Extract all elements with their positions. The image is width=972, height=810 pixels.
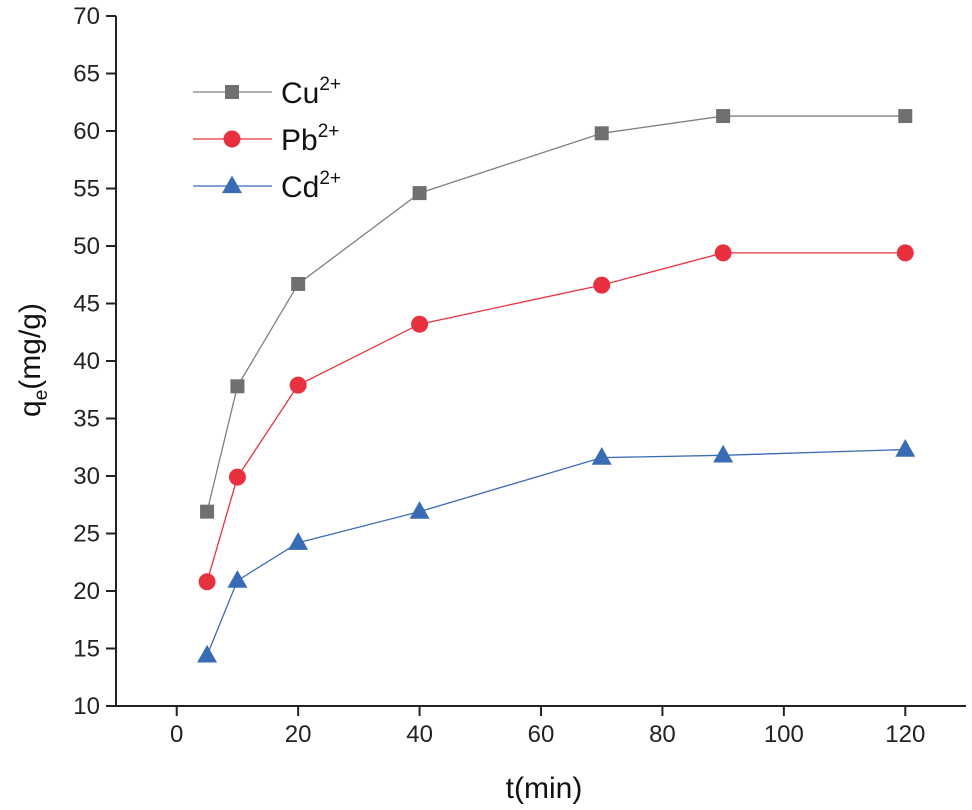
legend-item-cd: Cd2+ — [193, 168, 341, 204]
data-point — [713, 444, 734, 463]
data-point — [200, 504, 215, 519]
y-tick-label: 65 — [73, 61, 100, 88]
axes: 10 15 20 25 30 35 40 45 50 55 60 65 70 0 20 40 60 80 100 12… — [73, 3, 966, 748]
data-point — [409, 501, 430, 519]
data-point — [198, 573, 216, 591]
data-point — [714, 244, 732, 262]
y-axis-label-rest: (mg/g) — [14, 303, 47, 390]
legend-item-pb: Pb2+ — [193, 121, 339, 157]
y-tick-label: 30 — [73, 463, 100, 490]
series-pb — [198, 244, 914, 591]
y-tick-label: 10 — [73, 693, 100, 720]
legend-marker — [223, 130, 241, 148]
legend-marker — [225, 85, 239, 99]
x-tick-label: 120 — [885, 721, 925, 748]
data-point — [289, 376, 307, 394]
data-point — [288, 532, 309, 550]
x-tick-label: 80 — [649, 721, 676, 748]
y-tick-label: 70 — [73, 3, 100, 30]
series-layer — [197, 109, 916, 663]
legend-label-superscript: 2+ — [318, 121, 340, 142]
series-cu — [200, 109, 913, 519]
x-tick-label: 60 — [528, 721, 555, 748]
x-tick-label: 0 — [170, 721, 183, 748]
data-point — [896, 244, 914, 262]
data-point — [593, 276, 611, 294]
data-point — [227, 570, 248, 588]
series-line — [206, 252, 906, 582]
data-point — [291, 276, 306, 291]
data-point — [895, 439, 916, 457]
legend-label-name: Pb — [281, 124, 318, 157]
data-point — [228, 468, 246, 486]
data-point — [412, 186, 427, 201]
series-cd — [197, 439, 916, 663]
legend-label: Pb2+ — [281, 121, 339, 157]
y-axis-label-subscript: e — [31, 390, 52, 401]
data-point — [898, 109, 913, 124]
data-point — [230, 379, 245, 394]
y-tick-label: 60 — [73, 118, 100, 145]
y-axis-label-main: q — [14, 400, 47, 417]
y-tick-label: 15 — [73, 636, 100, 663]
data-point — [594, 126, 609, 141]
y-tick-label: 55 — [73, 176, 100, 203]
legend-label-superscript: 2+ — [319, 74, 341, 95]
y-axis-label: qe(mg/g) — [14, 303, 52, 417]
data-point — [197, 644, 218, 663]
y-tick-label: 35 — [73, 406, 100, 433]
data-point — [591, 447, 612, 465]
y-tick-label: 45 — [73, 291, 100, 318]
data-point — [411, 315, 429, 333]
legend-label: Cu2+ — [281, 74, 341, 110]
y-tick-label: 25 — [73, 521, 100, 548]
x-tick-label: 100 — [764, 721, 804, 748]
y-tick-label: 20 — [73, 578, 100, 605]
legend-label-name: Cu — [281, 77, 319, 110]
legend-item-cu: Cu2+ — [193, 74, 341, 110]
x-tick-label: 20 — [285, 721, 312, 748]
legend-label-superscript: 2+ — [319, 168, 341, 189]
data-point — [716, 109, 731, 124]
series-line — [206, 448, 906, 656]
legend: Cu2+Pb2+Cd2+ — [193, 74, 341, 204]
legend-label-name: Cd — [281, 171, 319, 204]
x-tick-label: 40 — [406, 721, 433, 748]
y-tick-label: 40 — [73, 348, 100, 375]
y-tick-label: 50 — [73, 233, 100, 260]
x-axis-label: t(min) — [506, 772, 583, 805]
legend-marker — [222, 175, 242, 194]
legend-label: Cd2+ — [281, 168, 341, 204]
